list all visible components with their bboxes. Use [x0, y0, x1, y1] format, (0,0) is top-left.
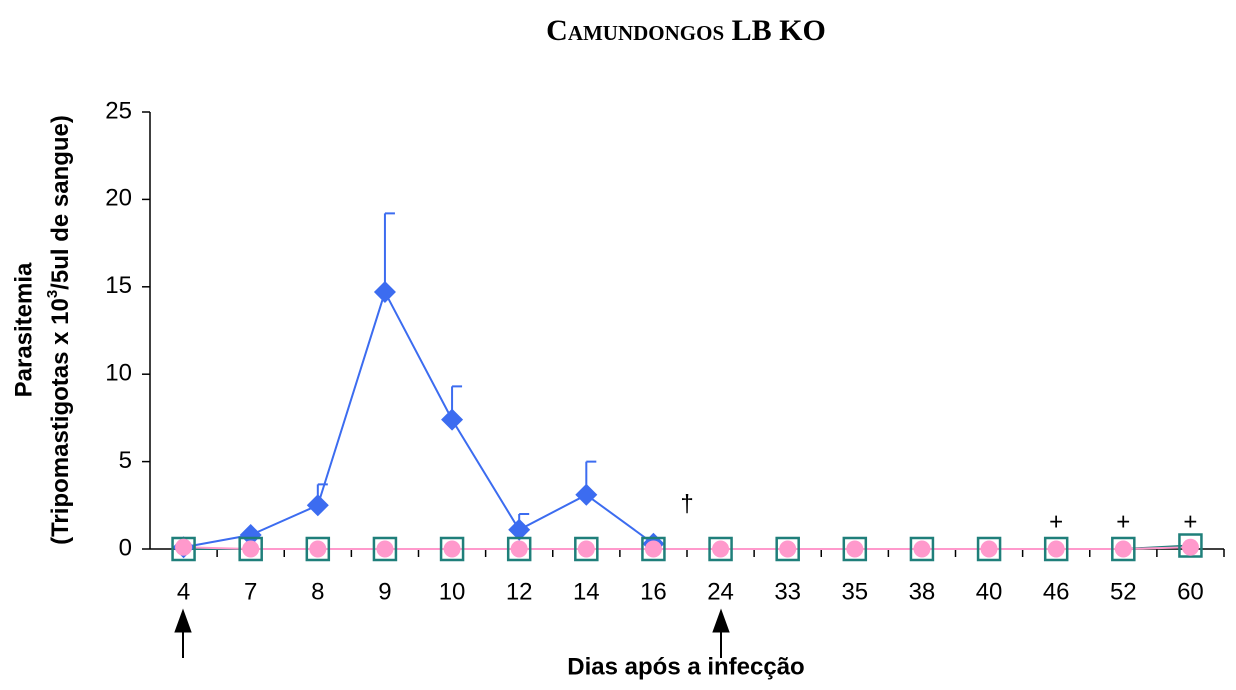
y-tick-label: 25	[105, 97, 132, 124]
y-tick-label: 10	[105, 360, 132, 387]
square-marker	[506, 536, 532, 562]
square-marker	[305, 536, 331, 562]
square-marker	[1178, 533, 1203, 558]
square-marker	[574, 536, 599, 562]
circle-marker	[846, 540, 864, 558]
y-tick-label: 20	[105, 185, 132, 212]
error-bar	[383, 212, 395, 293]
x-tick-label: 35	[841, 578, 868, 605]
square-marker	[909, 536, 935, 562]
circle-marker	[443, 540, 461, 558]
x-tick-label: 14	[573, 578, 600, 605]
x-tick-label: 46	[1043, 578, 1070, 605]
series-line	[183, 289, 655, 549]
square-marker	[1043, 536, 1069, 562]
x-tick-label: 9	[378, 578, 391, 605]
circle-marker	[510, 540, 528, 558]
chart-title: Camundongos LB KO	[546, 14, 826, 47]
annotation: +	[1116, 508, 1130, 535]
diamond-marker	[239, 524, 262, 547]
y-label-part: (Tripomastigotas x 10	[47, 298, 74, 545]
x-tick-label: 24	[707, 578, 734, 605]
diamond-marker	[575, 483, 598, 506]
square-marker	[439, 536, 465, 562]
circle-marker	[577, 540, 595, 558]
x-tick-label: 33	[774, 578, 801, 605]
diamond-marker	[306, 494, 329, 517]
x-tick-label: 10	[439, 578, 466, 605]
square-marker	[372, 536, 398, 562]
diamond-marker	[373, 281, 396, 304]
square-marker	[708, 536, 733, 562]
y-label-sup: 3	[44, 290, 61, 298]
y-axis-label: Parasitemia	[10, 262, 37, 397]
circle-marker	[175, 538, 193, 556]
y-tick-label: 15	[105, 272, 132, 299]
circle-marker	[712, 540, 730, 558]
series-line	[183, 546, 1191, 550]
y-tick-label: 5	[119, 447, 132, 474]
x-axis-label: Dias após a infecção	[567, 653, 804, 680]
square-marker	[641, 536, 666, 562]
diamond-marker	[441, 408, 464, 431]
x-tick-label: 40	[976, 578, 1003, 605]
square-marker	[1111, 536, 1136, 562]
circle-marker	[1181, 538, 1199, 556]
x-tick-label: 60	[1177, 578, 1204, 605]
square-marker	[171, 536, 196, 562]
annotation: +	[1183, 508, 1197, 535]
circle-marker	[309, 540, 327, 558]
y-axis-label-2: (Tripomastigotas x 103/5ul de sangue)	[44, 115, 74, 545]
arrow	[174, 608, 730, 658]
circle-marker	[376, 540, 394, 558]
circle-marker	[779, 540, 797, 558]
x-tick-label: 7	[244, 578, 257, 605]
annotation: +	[1049, 508, 1063, 535]
square-marker	[775, 536, 800, 562]
circle-marker	[1047, 540, 1065, 558]
circle-marker	[242, 540, 260, 558]
x-tick-label: 4	[177, 578, 190, 605]
circle-marker	[980, 540, 998, 558]
x-tick-label: 52	[1110, 578, 1137, 605]
circle-marker	[913, 540, 931, 558]
diamond-marker	[508, 518, 531, 541]
x-tick-label: 8	[311, 578, 324, 605]
y-tick-label: 0	[119, 534, 132, 561]
x-tick-label: 38	[909, 578, 936, 605]
x-tick-label: 12	[506, 578, 533, 605]
square-marker	[976, 536, 1002, 562]
annotation: †	[680, 490, 693, 517]
square-marker	[842, 536, 868, 562]
square-marker	[238, 536, 263, 562]
circle-marker	[644, 540, 662, 558]
x-tick-label: 16	[640, 578, 667, 605]
circle-marker	[1114, 540, 1132, 558]
y-label-part: /5ul de sangue)	[47, 115, 74, 290]
